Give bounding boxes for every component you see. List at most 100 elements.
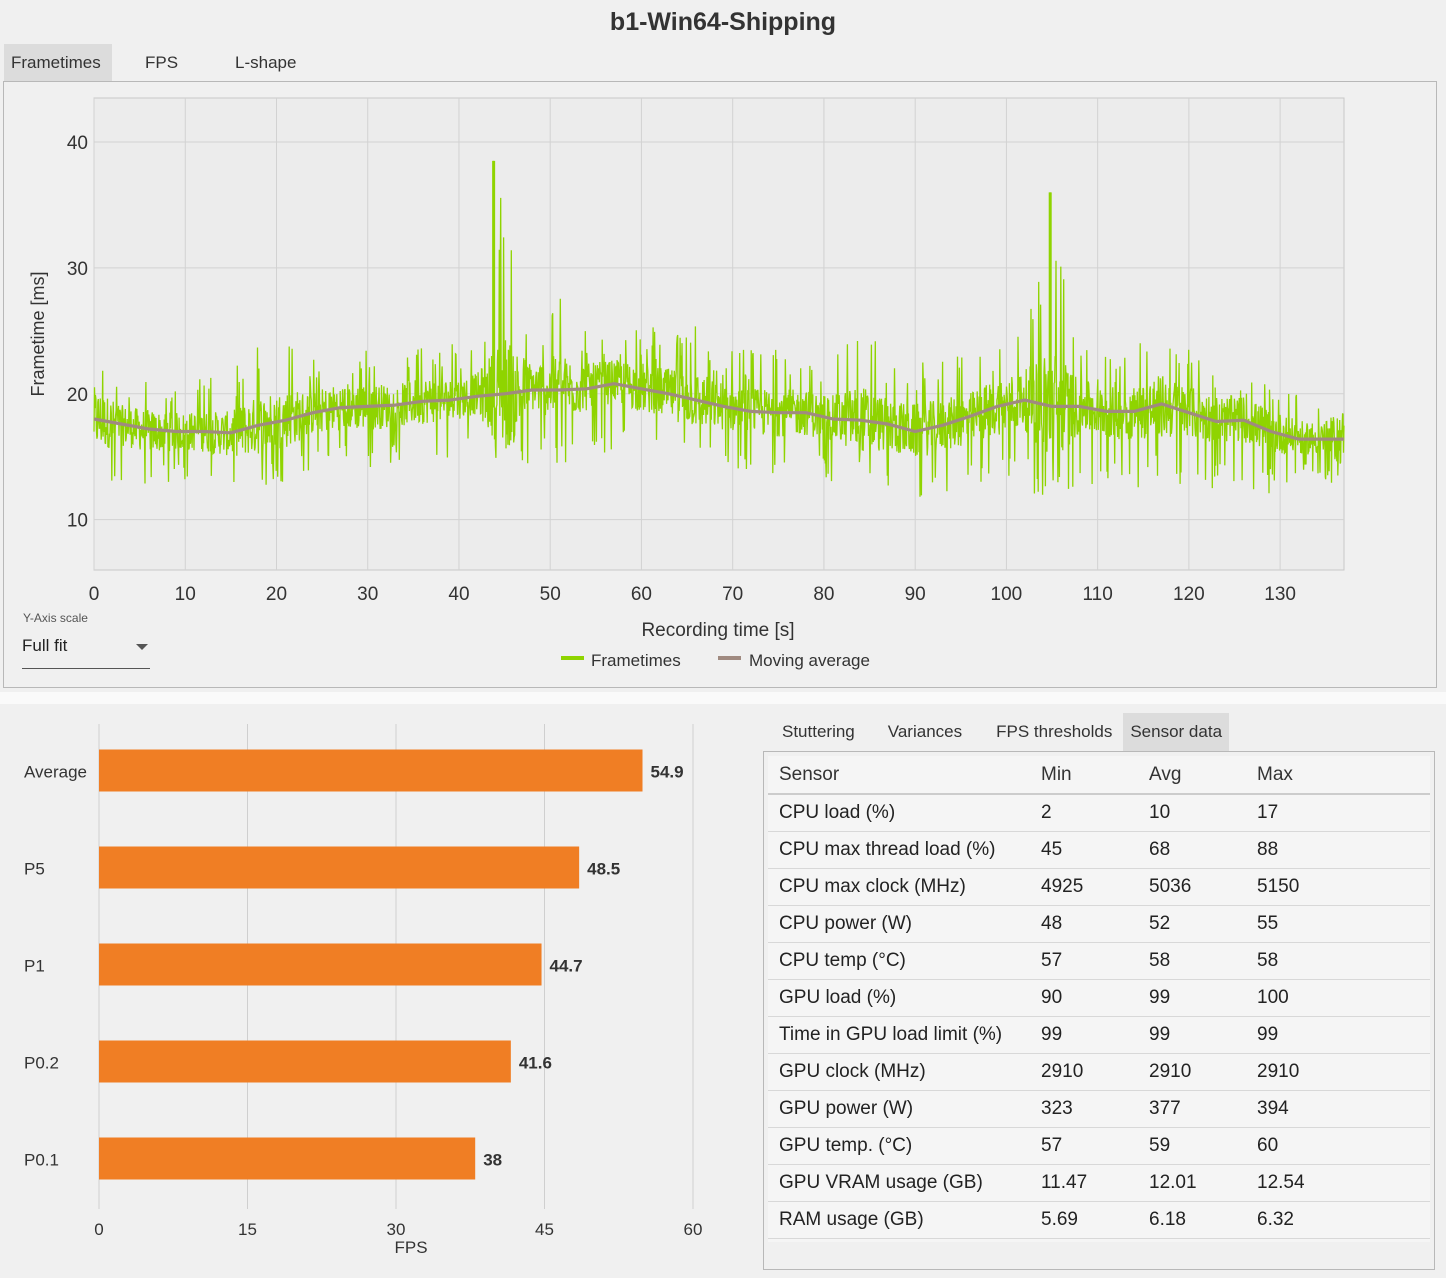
bar-category-label: P1 [24, 957, 45, 976]
bar-x-tick-label: 45 [535, 1220, 554, 1239]
y-tick-label: 30 [67, 259, 88, 280]
sensor-row[interactable]: RAM usage (GB) 5.69 6.18 6.32 [768, 1201, 1430, 1239]
header-min[interactable]: Min [1041, 756, 1149, 795]
sensor-min-cell: 323 [1041, 1090, 1149, 1128]
bar-category-label: P5 [24, 860, 45, 879]
sensor-min-cell: 48 [1041, 905, 1149, 943]
sensor-name-cell: CPU max thread load (%) [768, 831, 1041, 869]
x-tick-label: 60 [631, 584, 652, 605]
plot-area [93, 97, 1345, 571]
chevron-down-icon[interactable] [136, 644, 148, 650]
sensor-row[interactable]: CPU power (W) 48 52 55 [768, 905, 1430, 943]
sensor-min-cell: 2 [1041, 794, 1149, 832]
frametime-chart-panel: 0 10 20 30 40 50 60 70 80 90 100 110 120 130 10 20 30 40 … [3, 81, 1437, 688]
sensor-max-cell: 58 [1257, 942, 1430, 980]
sensor-row[interactable]: CPU max clock (MHz) 4925 5036 5150 [768, 868, 1430, 906]
sensor-max-cell: 5150 [1257, 868, 1430, 906]
tab-fps-thresholds[interactable]: FPS thresholds [996, 722, 1113, 741]
sensor-avg-cell: 5036 [1149, 868, 1257, 906]
sensor-row[interactable]: GPU temp. (°C) 57 59 60 [768, 1127, 1430, 1165]
sensor-name-cell: CPU power (W) [768, 905, 1041, 943]
bar-p0-2 [99, 1040, 511, 1083]
bar-x-tick-label: 30 [387, 1220, 406, 1239]
sensor-data-panel: Sensor Min Avg Max CPU load (%) 2 10 17 CPU … [763, 751, 1435, 1270]
x-tick-label: 0 [89, 584, 100, 605]
bar-x-tick-label: 0 [94, 1220, 103, 1239]
sensor-row[interactable]: GPU load (%) 90 99 100 [768, 979, 1430, 1017]
sensor-min-cell: 5.69 [1041, 1201, 1149, 1239]
sensor-name-cell: GPU clock (MHz) [768, 1053, 1041, 1091]
x-tick-label: 110 [1083, 584, 1113, 605]
bar-value-label: 48.5 [587, 860, 620, 879]
sensor-max-cell: 100 [1257, 979, 1430, 1017]
x-tick-label: 50 [540, 584, 561, 605]
sensor-min-cell: 99 [1041, 1016, 1149, 1054]
sensor-row[interactable]: CPU temp (°C) 57 58 58 [768, 942, 1430, 980]
tab-frametimes[interactable]: Frametimes [4, 44, 112, 81]
x-tick-label: 100 [991, 584, 1023, 605]
sensor-min-cell: 4925 [1041, 868, 1149, 906]
sensor-name-cell: RAM usage (GB) [768, 1201, 1041, 1239]
sensor-row[interactable]: GPU power (W) 323 377 394 [768, 1090, 1430, 1128]
sensor-max-cell: 2910 [1257, 1053, 1430, 1091]
sensor-table-container[interactable]: Sensor Min Avg Max CPU load (%) 2 10 17 CPU … [768, 756, 1430, 1242]
y-axis-scale-label: Y-Axis scale [23, 611, 88, 625]
bar-p5 [99, 846, 580, 889]
bar-p1 [99, 943, 542, 986]
sensor-row[interactable]: Time in GPU load limit (%) 99 99 99 [768, 1016, 1430, 1054]
sensor-row[interactable]: CPU load (%) 2 10 17 [768, 794, 1430, 832]
y-axis-scale-dropdown[interactable]: Full fit [22, 632, 150, 669]
bar-category-label: Average [24, 763, 87, 782]
sensor-max-cell: 99 [1257, 1016, 1430, 1054]
x-tick-label: 20 [266, 584, 287, 605]
panel-divider[interactable] [0, 692, 1446, 704]
tab-sensor-data[interactable]: Sensor data [1123, 713, 1230, 751]
legend-swatch-moving-average [718, 656, 741, 660]
legend-swatch-frametimes [561, 656, 584, 660]
y-tick-label: 40 [67, 133, 88, 154]
sensor-max-cell: 17 [1257, 794, 1430, 832]
sensor-row[interactable]: GPU clock (MHz) 2910 2910 2910 [768, 1053, 1430, 1091]
tab-fps[interactable]: FPS [145, 53, 179, 72]
bar-x-tick-label: 15 [238, 1220, 257, 1239]
sensor-avg-cell: 10 [1149, 794, 1257, 832]
sensor-row[interactable]: GPU VRAM usage (GB) 11.47 12.01 12.54 [768, 1164, 1430, 1202]
bar-category-label: P0.2 [24, 1054, 59, 1073]
y-axis-scale-value: Full fit [22, 636, 68, 655]
sensor-avg-cell: 2910 [1149, 1053, 1257, 1091]
bar-average [99, 749, 643, 792]
fps-percentile-chart: 0 15 30 45 60 Average 54.9 P5 48.5 P1 44.7 P0.2 41.… [24, 724, 703, 1257]
legend-label-frametimes: Frametimes [591, 651, 681, 670]
header-sensor[interactable]: Sensor [768, 756, 1041, 795]
sensor-name-cell: GPU power (W) [768, 1090, 1041, 1128]
sensor-name-cell: Time in GPU load limit (%) [768, 1016, 1041, 1054]
sensor-name-cell: CPU load (%) [768, 794, 1041, 832]
x-tick-label: 90 [905, 584, 926, 605]
tab-stuttering[interactable]: Stuttering [782, 722, 855, 741]
fps-percentile-panel: 0 15 30 45 60 Average 54.9 P5 48.5 P1 44.7 P0.2 41.… [0, 704, 760, 1273]
x-tick-label: 120 [1173, 584, 1205, 605]
sensor-min-cell: 57 [1041, 942, 1149, 980]
sensor-row[interactable]: CPU max thread load (%) 45 68 88 [768, 831, 1430, 869]
frametime-chart[interactable]: 0 10 20 30 40 50 60 70 80 90 100 110 120 13010203040 … [4, 82, 1436, 687]
x-axis-label: Recording time [s] [641, 620, 794, 641]
sensor-avg-cell: 12.01 [1149, 1164, 1257, 1202]
tab-l-shape[interactable]: L-shape [235, 53, 297, 72]
sensor-name-cell: GPU temp. (°C) [768, 1127, 1041, 1165]
bar-category-label: P0.1 [24, 1151, 59, 1170]
header-avg[interactable]: Avg [1149, 756, 1257, 795]
y-tick-label: 20 [67, 385, 88, 406]
sensor-name-cell: CPU max clock (MHz) [768, 868, 1041, 906]
x-tick-label: 40 [448, 584, 469, 605]
bar-x-axis-label: FPS [394, 1238, 427, 1257]
bar-x-tick-label: 60 [684, 1220, 703, 1239]
header-max[interactable]: Max [1257, 756, 1430, 795]
sensor-max-cell: 88 [1257, 831, 1430, 869]
y-axis-label: Frametime [ms] [28, 271, 48, 396]
sensor-max-cell: 6.32 [1257, 1201, 1430, 1239]
sensor-table: Sensor Min Avg Max CPU load (%) 2 10 17 CPU … [768, 756, 1430, 1239]
x-tick-label: 70 [722, 584, 743, 605]
legend-label-moving-average: Moving average [749, 651, 870, 670]
sensor-min-cell: 90 [1041, 979, 1149, 1017]
tab-variances[interactable]: Variances [887, 722, 963, 741]
